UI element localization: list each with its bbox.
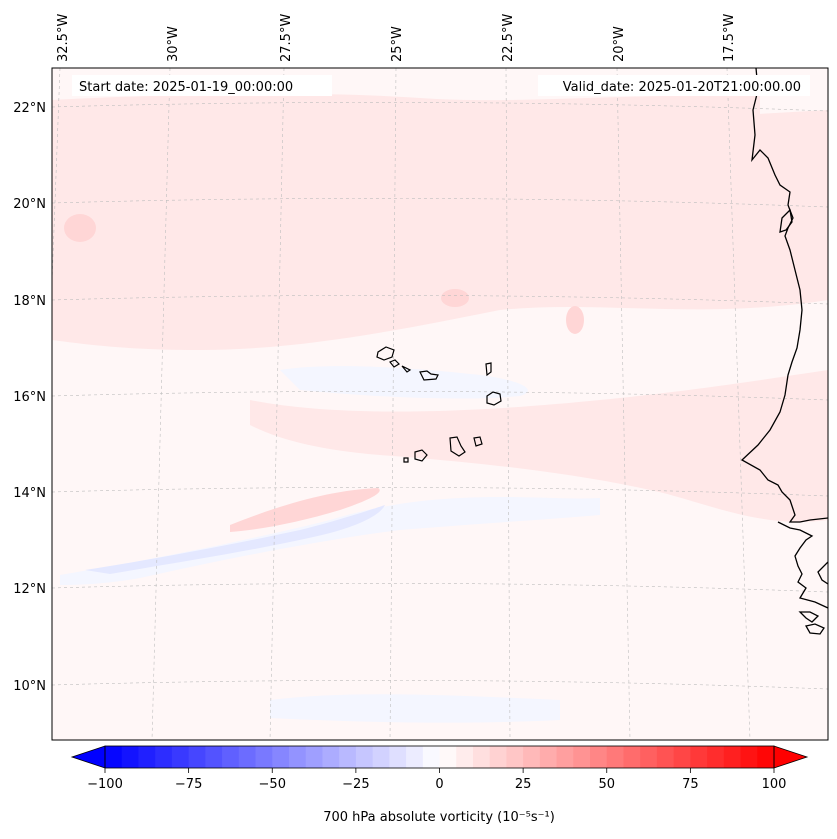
lat-label: 10°N (13, 679, 46, 694)
lon-label: 30°W (166, 26, 181, 62)
colorbar-block (305, 746, 324, 768)
colorbar-blocks (105, 746, 775, 768)
colorbar-block (489, 746, 508, 768)
longitude-labels: 32.5°W 30°W 27.5°W 25°W 22.5°W 20°W 17.5… (56, 14, 737, 62)
latitude-gridlines (52, 102, 828, 690)
colorbar-block (355, 746, 374, 768)
lat-label: 18°N (13, 294, 46, 309)
valid-date-banner-bg (538, 75, 810, 96)
colorbar-tick-label: 25 (515, 777, 532, 792)
start-date-label: Start date: 2025-01-19_00:00:00 (79, 80, 293, 95)
lon-label: 25°W (390, 26, 405, 62)
colorbar-block (539, 746, 558, 768)
start-date-banner-bg (72, 75, 332, 96)
lat-label: 16°N (13, 390, 46, 405)
colorbar-block (472, 746, 491, 768)
valid-date-label: Valid_date: 2025-01-20T21:00:00.00 (563, 80, 801, 95)
colorbar-block (188, 746, 206, 768)
lon-label: 32.5°W (56, 14, 71, 62)
colorbar-block (623, 746, 641, 768)
lon-label: 22.5°W (501, 14, 516, 62)
map-frame (51, 67, 829, 741)
colorbar-tick-label: 100 (762, 777, 787, 792)
lat-label: 14°N (13, 486, 46, 501)
colorbar-block (238, 746, 257, 768)
colorbar-block (322, 746, 340, 768)
colorbar-tick-label: −50 (259, 777, 286, 792)
colorbar-block (255, 746, 273, 768)
colorbar-block (138, 746, 156, 768)
colorbar-block (590, 746, 608, 768)
colorbar-block (740, 746, 758, 768)
colorbar-block (656, 746, 675, 768)
colorbar-block (757, 746, 775, 768)
colorbar-tick-label: 75 (682, 777, 699, 792)
colorbar-block (105, 746, 123, 768)
colorbar-block (222, 746, 240, 768)
colorbar-block (389, 746, 407, 768)
colorbar-block (523, 746, 541, 768)
lat-label: 12°N (13, 582, 46, 597)
colorbar-block (640, 746, 658, 768)
colorbar-block (506, 746, 524, 768)
colorbar-tick-label: 0 (435, 777, 443, 792)
colorbar-ticks: −100 −75 −50 −25 0 25 50 75 100 (87, 768, 786, 792)
colorbar-block (673, 746, 691, 768)
colorbar-block (422, 746, 441, 768)
colorbar-block (339, 746, 357, 768)
colorbar-tick-label: −25 (342, 777, 369, 792)
lon-label: 27.5°W (279, 14, 294, 62)
colorbar: −100 −75 −50 −25 0 25 50 75 100 700 hPa absolute… (70, 745, 809, 825)
colorbar-block (406, 746, 424, 768)
colorbar-tick-label: 50 (598, 777, 615, 792)
colorbar-block (288, 746, 307, 768)
longitude-gridlines (52, 68, 751, 740)
african-coastline (740, 68, 828, 523)
colorbar-block (439, 746, 457, 768)
colorbar-block (573, 746, 591, 768)
colorbar-block (372, 746, 390, 768)
lon-label: 17.5°W (722, 14, 737, 62)
colorbar-block (690, 746, 708, 768)
vorticity-field (52, 68, 828, 740)
colorbar-block (272, 746, 290, 768)
lon-label: 20°W (612, 26, 627, 62)
colorbar-min-extension (70, 745, 106, 769)
colorbar-block (456, 746, 474, 768)
cape-verde-islands (376, 346, 502, 463)
colorbar-block (723, 746, 742, 768)
colorbar-tick-label: −100 (87, 777, 123, 792)
latitude-labels: 22°N 20°N 18°N 16°N 14°N 12°N 10°N (13, 101, 46, 694)
lat-label: 22°N (13, 101, 46, 116)
colorbar-block (205, 746, 223, 768)
colorbar-block (556, 746, 574, 768)
colorbar-max-extension (773, 745, 809, 769)
colorbar-block (606, 746, 625, 768)
colorbar-block (121, 746, 140, 768)
colorbar-tick-label: −75 (175, 777, 202, 792)
lat-label: 20°N (13, 197, 46, 212)
colorbar-block (171, 746, 190, 768)
colorbar-block (155, 746, 173, 768)
colorbar-block (707, 746, 725, 768)
colorbar-label: 700 hPa absolute vorticity (10⁻⁵s⁻¹) (323, 810, 555, 825)
